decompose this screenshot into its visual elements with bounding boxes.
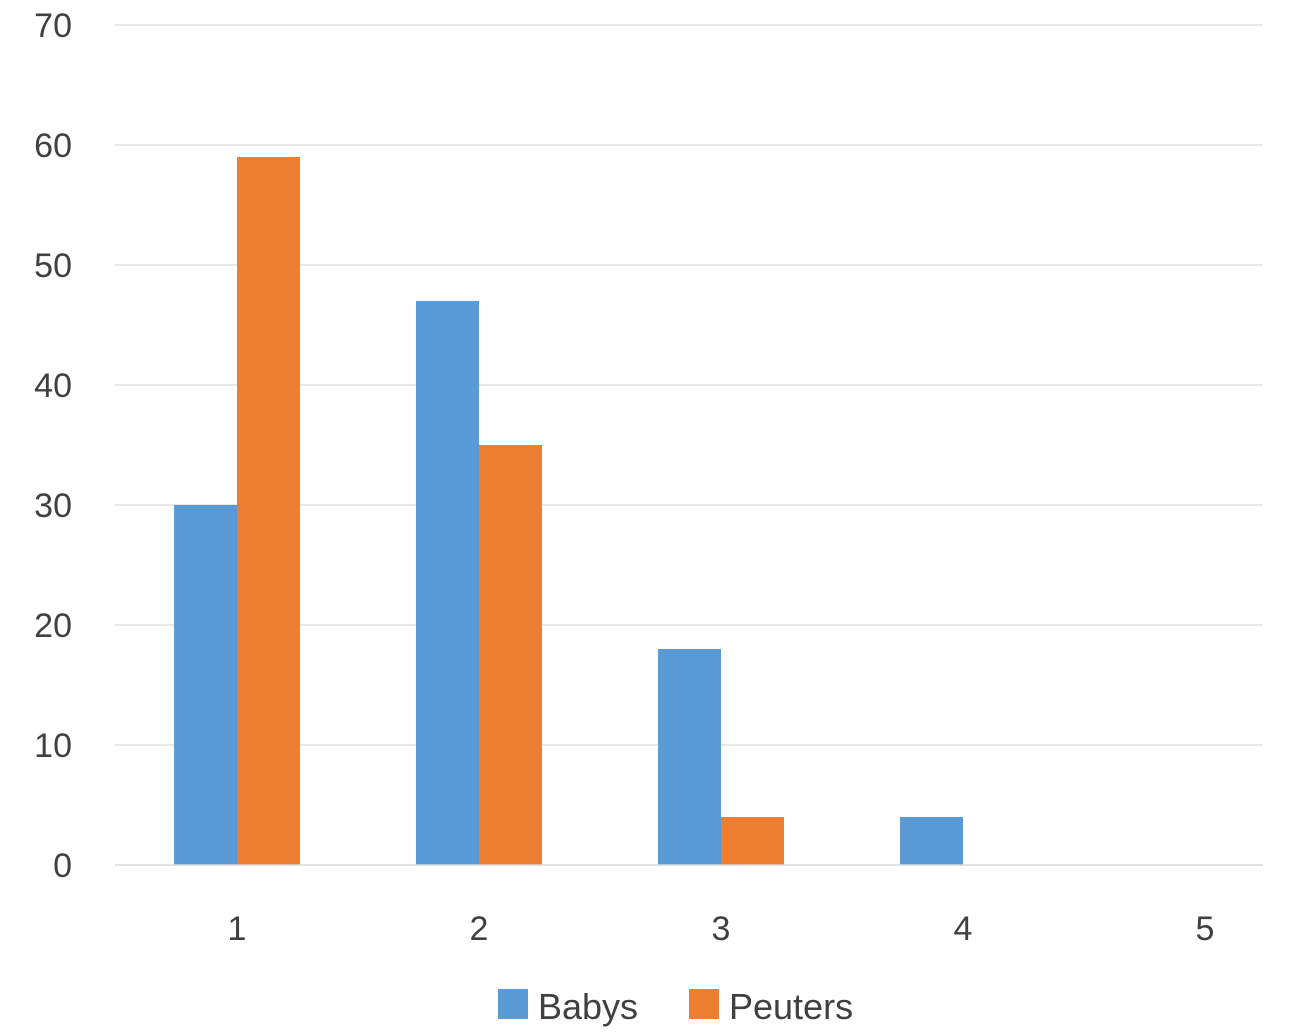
y-tick-label: 10	[34, 727, 72, 765]
bar-peuters-3	[721, 817, 784, 865]
y-tick-label: 0	[53, 847, 72, 885]
x-axis-tick-labels: 1 2 3 4 5	[228, 910, 1215, 948]
y-tick-label: 30	[34, 487, 72, 525]
x-tick-label: 3	[712, 910, 731, 948]
y-axis-tick-labels: 0 10 20 30 40 50 60 70	[34, 7, 72, 885]
gridlines	[115, 24, 1263, 746]
y-tick-label: 70	[34, 7, 72, 45]
y-tick-label: 20	[34, 607, 72, 645]
y-tick-label: 40	[34, 367, 72, 405]
legend-label-babys: Babys	[538, 986, 638, 1027]
x-tick-label: 2	[470, 910, 489, 948]
x-tick-label: 4	[954, 910, 973, 948]
y-tick-label: 50	[34, 247, 72, 285]
bar-babys-3	[658, 649, 721, 865]
bar-babys-2	[416, 301, 479, 865]
x-tick-label: 1	[228, 910, 247, 948]
legend-swatch-peuters	[689, 989, 719, 1019]
legend-swatch-babys	[498, 989, 528, 1019]
bar-peuters-1	[237, 157, 300, 865]
legend: Babys Peuters	[498, 986, 853, 1027]
bar-babys-4	[900, 817, 963, 865]
bar-peuters-2	[479, 445, 542, 865]
bar-babys-1	[174, 505, 237, 865]
legend-label-peuters: Peuters	[729, 986, 853, 1027]
bars	[174, 157, 963, 865]
y-tick-label: 60	[34, 127, 72, 165]
x-tick-label: 5	[1196, 910, 1215, 948]
